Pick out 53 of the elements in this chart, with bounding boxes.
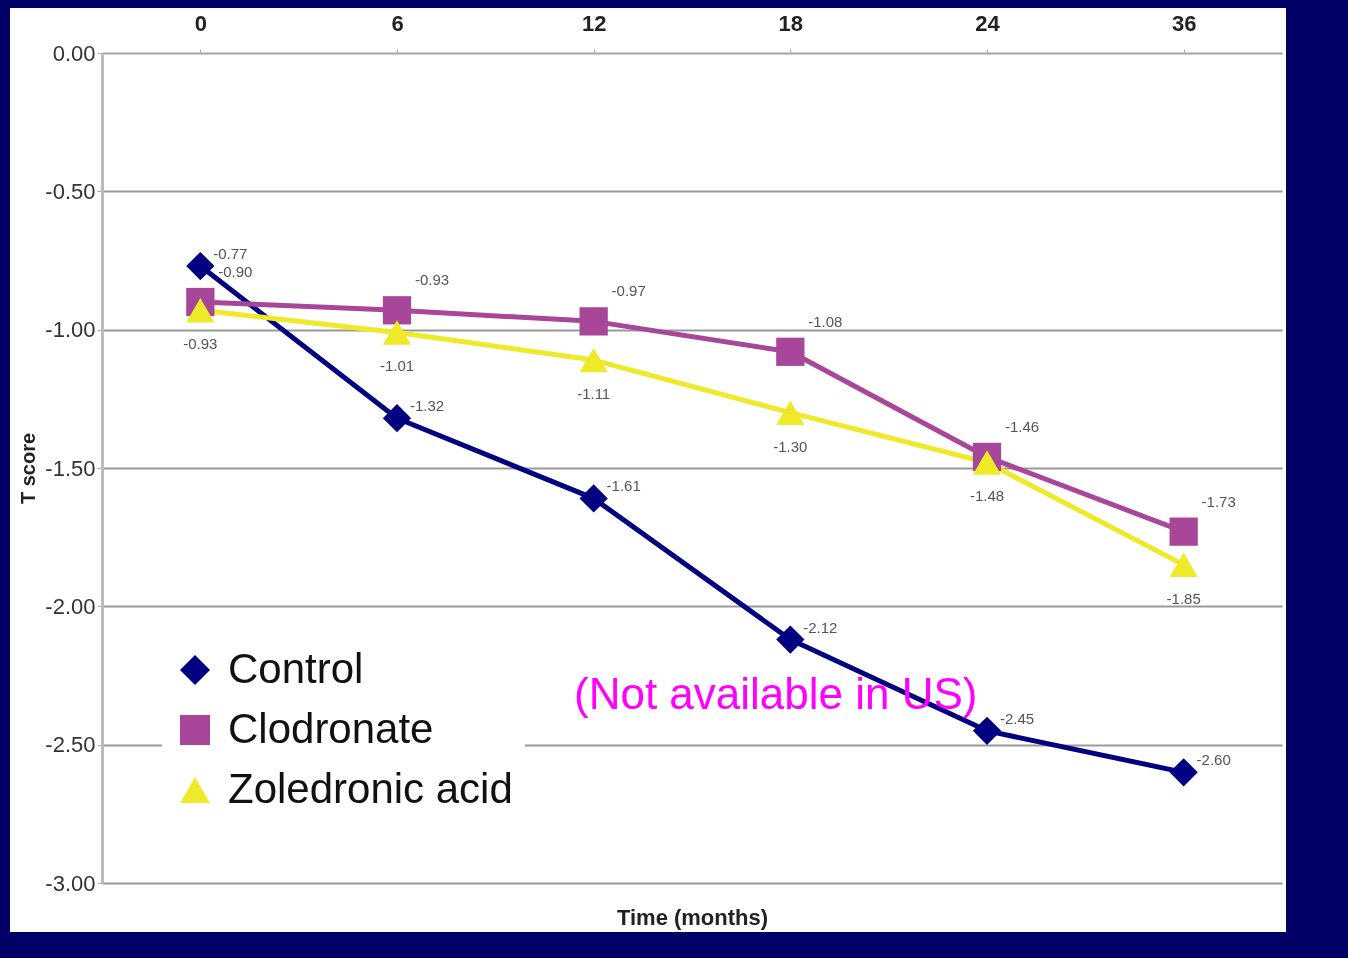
data-label: -1.73 — [1201, 492, 1236, 510]
data-label: -1.48 — [969, 487, 1005, 505]
data-label: -1.85 — [1166, 589, 1201, 607]
x-axis-title: Time (months) — [616, 904, 769, 930]
point — [972, 450, 1002, 475]
point — [382, 320, 412, 345]
point — [579, 347, 608, 373]
point — [382, 296, 412, 325]
x-tick-label: 0 — [194, 10, 207, 36]
point — [1169, 517, 1198, 546]
data-label: -1.32 — [409, 397, 445, 415]
x-tick-label: 6 — [391, 10, 404, 36]
point — [382, 404, 412, 433]
y-tick-label: -2.00 — [45, 593, 96, 619]
point — [1169, 552, 1198, 578]
data-label: -2.12 — [803, 618, 838, 636]
legend-label: Zoledronic acid — [228, 765, 513, 812]
point — [972, 716, 1002, 745]
data-label: -0.77 — [213, 245, 248, 263]
y-tick-label: 0.00 — [52, 40, 96, 66]
data-label: -1.01 — [379, 357, 415, 375]
point — [776, 400, 805, 425]
point — [1169, 758, 1198, 787]
legend-label: Control — [228, 645, 364, 692]
x-tick-label: 36 — [1171, 10, 1197, 36]
data-label: -0.93 — [183, 335, 218, 353]
data-label: -1.08 — [808, 312, 843, 330]
y-tick-label: -3.00 — [45, 870, 96, 896]
point — [776, 625, 805, 654]
y-tick-label: -2.50 — [45, 732, 96, 758]
point — [776, 337, 805, 366]
data-label: -2.45 — [999, 709, 1035, 727]
data-label: -1.30 — [773, 437, 808, 455]
legend-label: Clodronate — [228, 705, 434, 752]
data-label: -2.60 — [1196, 751, 1231, 769]
data-label: -0.93 — [414, 271, 450, 289]
data-label: -0.97 — [611, 282, 646, 300]
x-tick-label: 24 — [975, 10, 1001, 36]
y-tick-label: -0.50 — [45, 178, 96, 204]
y-tick-label: -1.50 — [45, 455, 96, 481]
x-tick-label: 18 — [778, 10, 804, 36]
data-label: -1.46 — [1004, 417, 1040, 435]
point — [186, 298, 215, 323]
annotation: (Not available in US) — [574, 669, 978, 719]
y-axis-title: T score — [17, 432, 40, 505]
data-label: -1.61 — [606, 477, 641, 495]
x-tick-label: 12 — [581, 10, 607, 36]
point — [579, 484, 608, 513]
data-label: -0.90 — [218, 263, 253, 280]
data-label: -1.11 — [577, 385, 611, 403]
y-tick-label: -1.00 — [45, 317, 96, 343]
point — [579, 307, 608, 336]
point — [186, 251, 215, 281]
